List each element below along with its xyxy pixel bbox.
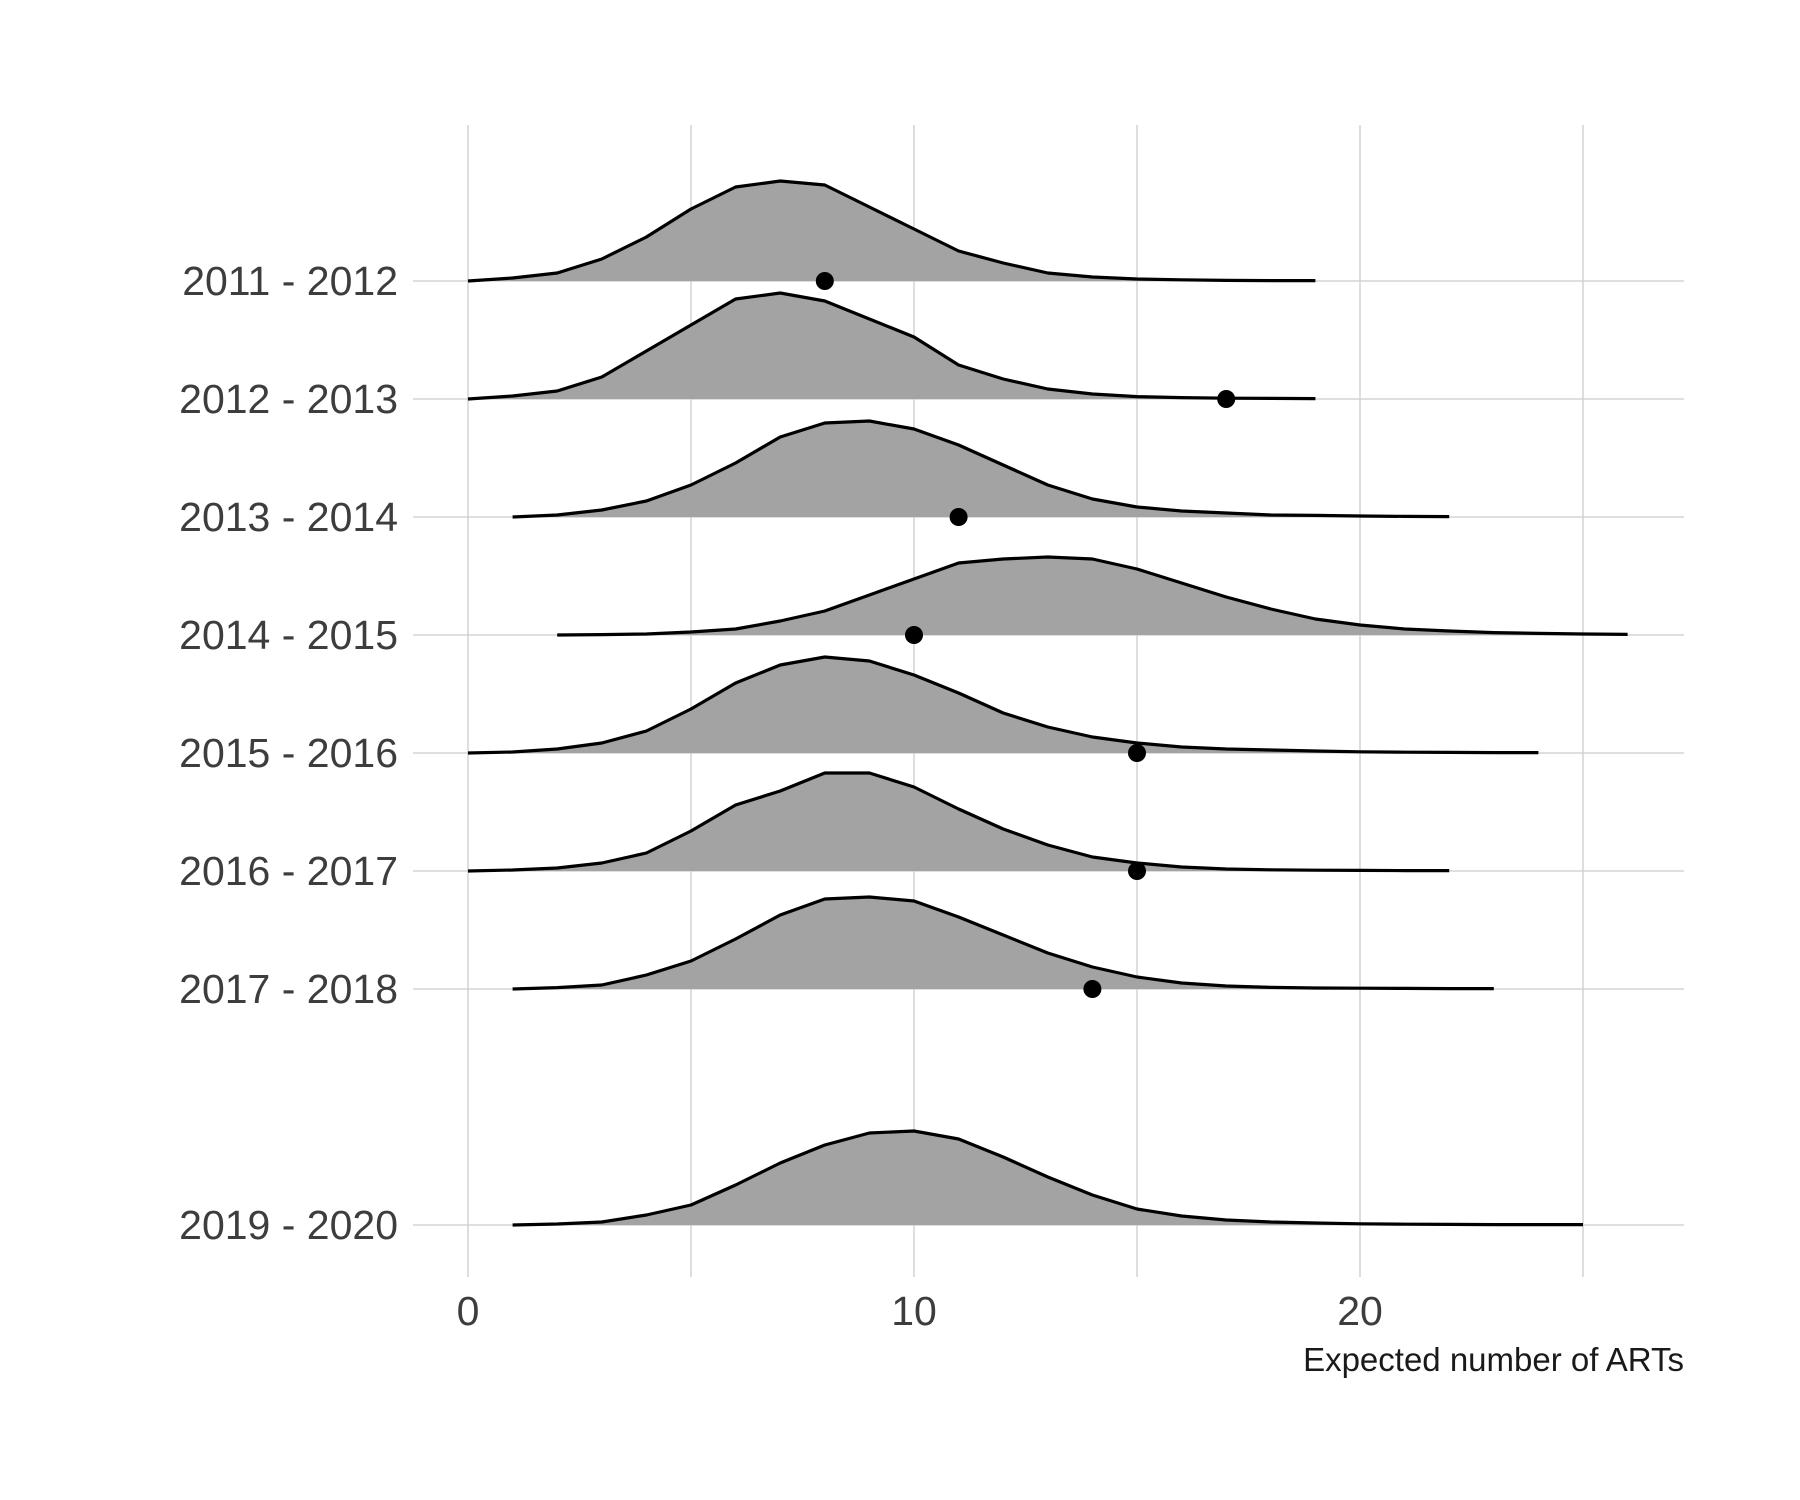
y-tick-label: 2019 - 2020	[179, 1202, 398, 1248]
gridlines	[413, 125, 1684, 1277]
y-tick-label: 2015 - 2016	[179, 730, 398, 776]
ridge-series	[512, 1129, 1583, 1227]
ridge-series	[467, 655, 1539, 755]
ridge-area	[512, 897, 1494, 989]
y-tick-label: 2017 - 2018	[179, 966, 398, 1012]
ridge-line	[467, 179, 1316, 283]
ridge-series	[467, 771, 1450, 873]
x-tick-label: 20	[1337, 1288, 1383, 1334]
x-tick-label: 0	[457, 1288, 480, 1334]
ridge-series	[467, 291, 1316, 401]
ridge-line	[557, 555, 1628, 637]
x-axis-title: Expected number of ARTs	[1303, 1341, 1684, 1378]
y-tick-label: 2013 - 2014	[179, 494, 398, 540]
ridge-area	[512, 421, 1450, 517]
ridge-series	[557, 555, 1628, 637]
observed-point	[1128, 862, 1146, 880]
ridge-area	[468, 181, 1316, 281]
observed-point	[1217, 390, 1236, 408]
y-axis-labels: 2011 - 2012 2012 - 2013 2013 - 2014 2014 - …	[179, 258, 398, 1248]
ridge-series	[512, 895, 1494, 991]
ridge-series	[467, 179, 1316, 283]
observed-points	[815, 272, 1236, 998]
ridge-area	[468, 773, 1450, 871]
ridge-line	[467, 655, 1539, 755]
observed-point	[1083, 980, 1102, 998]
ridge-line	[467, 771, 1450, 873]
ridge-area	[468, 657, 1539, 753]
ridge-area	[557, 557, 1628, 635]
ridge-line	[512, 1129, 1583, 1227]
ridge-area	[468, 293, 1316, 399]
y-tick-label: 2012 - 2013	[179, 376, 398, 422]
ridge-series	[512, 419, 1450, 519]
observed-point	[905, 626, 923, 644]
x-axis-tick-labels: 0 10 20	[457, 1288, 1383, 1334]
ridge-line	[512, 419, 1450, 519]
observed-point	[815, 272, 834, 290]
ridge-line	[467, 291, 1316, 401]
observed-point	[1128, 744, 1146, 762]
observed-point	[949, 508, 968, 526]
y-tick-label: 2014 - 2015	[179, 612, 398, 658]
y-tick-label: 2016 - 2017	[179, 848, 398, 894]
x-tick-label: 10	[891, 1288, 937, 1334]
density-ridges	[467, 179, 1628, 1227]
ridge-line	[512, 895, 1494, 991]
y-tick-label: 2011 - 2012	[182, 258, 398, 304]
